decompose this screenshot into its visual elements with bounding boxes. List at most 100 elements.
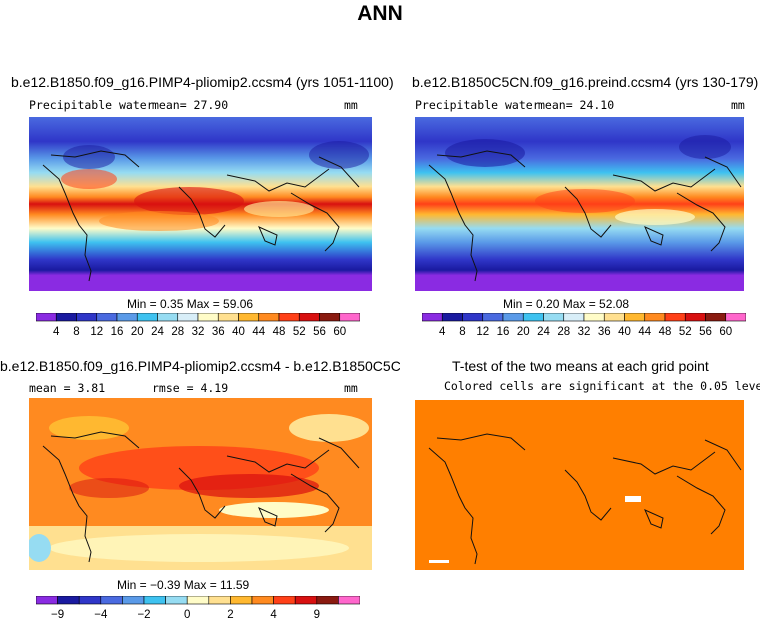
colorbar-box <box>543 313 565 322</box>
colorbar-tick-label: 56 <box>699 326 712 338</box>
panel1-title: b.e12.B1850.f09_g16.PIMP4-pliomip2.ccsm4… <box>11 74 394 90</box>
colorbar-box <box>55 313 77 322</box>
colorbar-box <box>217 313 239 322</box>
colorbar-box <box>684 313 706 322</box>
colorbar-box <box>143 596 166 605</box>
colorbar-box <box>157 313 179 322</box>
panel1-mean: mean= 27.90 <box>152 98 229 112</box>
panel3-coastlines <box>42 431 360 563</box>
panel4-title: T-test of the two means at each grid poi… <box>452 358 709 374</box>
panel1-features <box>61 141 369 231</box>
panel3-map <box>29 398 372 570</box>
colorbar-box <box>422 313 443 322</box>
colorbar-tick-label: 52 <box>293 326 306 338</box>
colorbar-tick-label: 44 <box>252 326 265 338</box>
colorbar-tick-label: 20 <box>131 326 144 338</box>
panel2-coastlines <box>428 150 742 282</box>
colorbar-tick-label: 4 <box>439 326 446 338</box>
colorbar-box <box>441 313 463 322</box>
colorbar-box <box>136 313 158 322</box>
colorbar-tick-label: 16 <box>111 326 124 338</box>
colorbar-box <box>116 313 138 322</box>
colorbar-tick-label: 36 <box>212 326 225 338</box>
panel2-map <box>415 117 744 291</box>
colorbar-box <box>230 596 253 605</box>
colorbar-tick-label: 24 <box>151 326 164 338</box>
colorbar-box <box>294 596 318 605</box>
colorbar-box <box>78 596 102 605</box>
colorbar-tick-label: 4 <box>53 326 60 338</box>
colorbar-box <box>36 313 57 322</box>
panel1-units: mm <box>344 98 358 112</box>
panel2-mean: mean= 24.10 <box>538 98 615 112</box>
panel2-minmax: Min = 0.20 Max = 52.08 <box>503 297 630 311</box>
colorbar-box <box>251 596 274 605</box>
panel3-title: b.e12.B1850.f09_g16.PIMP4-pliomip2.ccsm4… <box>0 358 400 374</box>
panel3-units: mm <box>344 381 358 395</box>
panel1-variable: Precipitable water <box>29 98 154 112</box>
colorbar-tick-label: 52 <box>679 326 692 338</box>
colorbar-box <box>165 596 188 605</box>
colorbar-tick-label: 32 <box>578 326 591 338</box>
colorbar-box <box>100 596 123 605</box>
colorbar-box <box>705 313 727 322</box>
panel3-features <box>29 414 372 570</box>
colorbar-box <box>278 313 300 322</box>
colorbar-box <box>36 596 58 605</box>
colorbar-tick-label: 2 <box>227 609 233 621</box>
colorbar-box <box>522 313 544 322</box>
colorbar-box <box>583 313 605 322</box>
colorbar-tick-label: 60 <box>719 326 732 338</box>
colorbar-tick-label: 24 <box>537 326 550 338</box>
colorbar-box <box>258 313 280 322</box>
colorbar-tick-label: 4 <box>270 609 277 621</box>
main-title: ANN <box>357 2 403 25</box>
colorbar-box <box>122 596 145 605</box>
panel4-field <box>415 400 744 570</box>
colorbar-tick-label: 36 <box>598 326 611 338</box>
panel2-units: mm <box>731 98 745 112</box>
colorbar-box <box>338 596 360 605</box>
colorbar-tick-label: 40 <box>618 326 631 338</box>
colorbar-box <box>186 596 210 605</box>
colorbar-tick-label: 48 <box>273 326 286 338</box>
colorbar-tick-label: 60 <box>333 326 346 338</box>
colorbar-box <box>664 313 686 322</box>
colorbar-box <box>644 313 666 322</box>
colorbar-tick-label: 28 <box>171 326 184 338</box>
panel2-title: b.e12.B1850C5CN.f09_g16.preind.ccsm4 (yr… <box>412 74 759 90</box>
colorbar-box <box>339 313 360 322</box>
colorbar-box <box>197 313 219 322</box>
colorbar-tick-label: 32 <box>192 326 205 338</box>
colorbar-tick-label: 44 <box>638 326 651 338</box>
panel2-variable: Precipitable water <box>415 98 540 112</box>
panel4-coastlines <box>428 433 742 565</box>
colorbar-tick-label: 12 <box>476 326 489 338</box>
colorbar-box <box>482 313 504 322</box>
panel4-map <box>415 400 744 570</box>
panel3-minmax: Min = −0.39 Max = 11.59 <box>117 578 250 592</box>
colorbar-tick-label: 40 <box>232 326 245 338</box>
colorbar-box <box>76 313 98 322</box>
colorbar-tick-label: 56 <box>313 326 326 338</box>
colorbar-box <box>319 313 341 322</box>
colorbar-tick-label: 28 <box>557 326 570 338</box>
colorbar-box <box>603 313 625 322</box>
colorbar-box <box>624 313 646 322</box>
panel2-colorbar: 4 8 12 16 20 24 28 32 36 40 44 48 52 56 60 <box>422 313 746 338</box>
panel1-map <box>29 117 372 291</box>
colorbar-tick-label: 8 <box>459 326 465 338</box>
colorbar-tick-label: −4 <box>94 609 108 621</box>
panel3-colorbar: −9 −4 −2 0 2 4 9 <box>36 596 360 621</box>
colorbar-box <box>273 596 296 605</box>
panel1-colorbar: 4 8 12 16 20 24 28 32 36 40 44 48 52 56 60 <box>36 313 360 338</box>
colorbar-tick-label: 16 <box>497 326 510 338</box>
colorbar-box <box>96 313 118 322</box>
colorbar-tick-label: 8 <box>73 326 79 338</box>
panel3-rmse: rmse = 4.19 <box>152 381 229 395</box>
colorbar-box <box>316 596 339 605</box>
colorbar-box <box>462 313 484 322</box>
colorbar-box <box>57 596 80 605</box>
panel4-insignificant-cell <box>429 560 449 563</box>
colorbar-box <box>298 313 320 322</box>
